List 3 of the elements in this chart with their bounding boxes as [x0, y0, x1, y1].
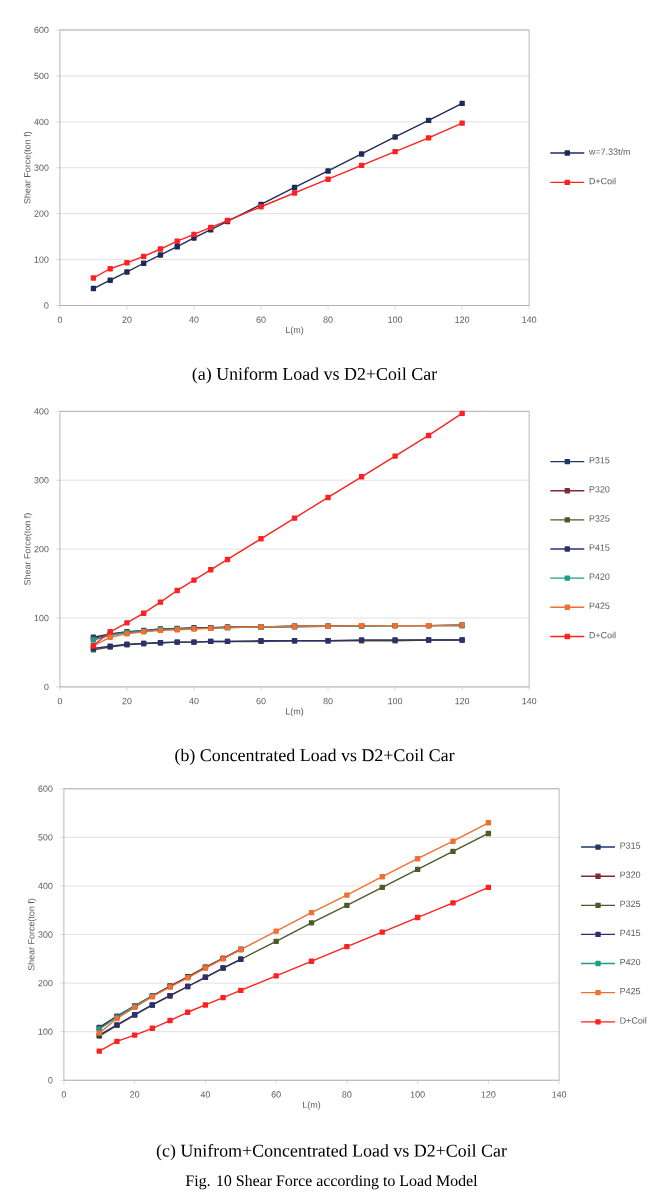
text: (b) Concentrated Load vs D2+Coil Car — [174, 748, 455, 765]
text: (a) Uniform Load vs D2+Coil Car — [192, 367, 437, 384]
text: (c) Unifrom+Concentrated Load vs D2+Coil Car — [156, 1143, 507, 1161]
